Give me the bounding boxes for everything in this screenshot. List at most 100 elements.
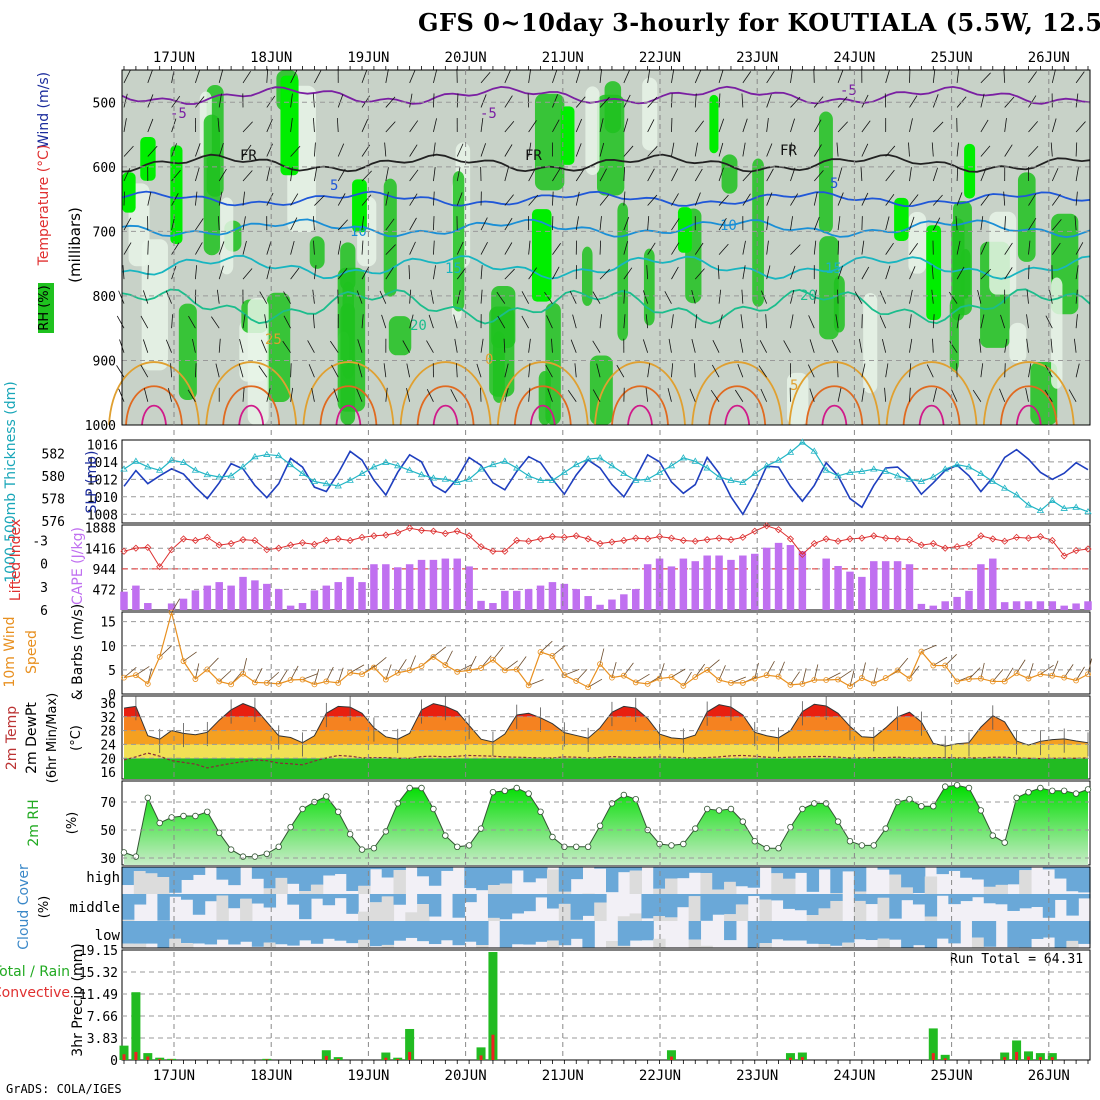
cloud-cell [428,867,442,886]
slp-tick-label: 1016 [87,438,118,453]
rh-point [739,818,747,825]
cloud-cell-grey [122,943,135,948]
li-point [203,533,211,541]
wind-barb [999,388,1006,402]
wind-barb [592,389,601,402]
wind-barb [790,265,796,280]
cloud-cell-grey [700,945,713,948]
rh-high-shade [122,172,136,213]
wind-barb [931,289,934,304]
rh-point [727,805,735,813]
wind-barb [646,265,649,280]
wind-barb [308,364,315,378]
wind-barb [504,194,514,206]
date-label-bottom: 19JUN [347,1068,389,1084]
wind-barb [433,265,436,280]
thickness-axis-label: 1000-500mb Thickness (dm) [3,381,19,582]
cloud-cell [971,867,985,880]
cloud-cell-grey [299,891,312,894]
isotherm-30 [611,385,669,426]
cape-bar [429,559,438,610]
cloud-cell [157,921,170,948]
precip-total-bar [666,1050,676,1060]
wind-barb [361,266,370,280]
cloud-cell-grey [216,895,229,921]
isotherm-label: 5 [790,378,798,394]
thickness-point [203,470,212,478]
cloud-cell [299,894,312,920]
cloud-cell [806,894,820,916]
cloud-cell [452,921,465,946]
li-point [786,535,795,543]
precip-convective-bar [1003,1057,1007,1060]
wind-barb [647,69,651,83]
rh-point [620,791,628,799]
cloud-cell-grey [653,938,666,948]
li-point [132,544,140,552]
cloud-cell [830,867,843,894]
cape-bar [1072,603,1080,610]
wind-barb [290,217,298,231]
date-label-top: 22JUN [639,50,681,66]
cloud-cell [735,894,749,905]
isotherm-35 [821,404,848,426]
li-point [917,541,925,549]
cloud-cell-grey [358,911,371,921]
precip-total-bar [488,952,498,1060]
cloud-cell [700,867,713,874]
isotherm-20 [121,288,1091,325]
date-label-top: 19JUN [347,50,389,66]
li-point [1001,537,1009,545]
wind-barb [552,191,554,206]
rh-shade [604,81,622,134]
li-point [834,537,842,545]
cloud-cell [440,867,454,871]
cloud-cell [558,894,572,904]
isotherm-label: FR [780,143,797,159]
wind-barb [950,388,958,402]
thickness-point [822,466,830,473]
wind-barb [123,191,125,206]
cloud-cell [901,894,914,901]
thickness-point [655,468,664,475]
wind-barb [909,95,918,108]
cloud-cell [216,921,229,940]
wind-barb [218,93,222,108]
rh-point [525,790,532,797]
li-point [548,533,557,541]
cloud-cell [275,921,288,945]
wind-barb [171,242,180,255]
wind-barb [1003,68,1006,83]
precip-convective-bar [265,1059,269,1060]
cloud-cell [181,867,194,880]
wind-barb [260,339,268,353]
wind-barb [266,192,274,206]
li-point [191,536,199,545]
wind-barb [171,143,177,157]
wind-barb [956,68,960,83]
wind10m-point [323,678,330,685]
wind-barb [1004,338,1008,353]
cape-bar [858,576,866,610]
wind-barb [123,145,134,157]
cloud-cell [936,921,949,939]
cloud-cell [334,921,347,941]
cape-bar [1084,601,1092,610]
wind-barb [385,121,396,133]
cloud-cell-grey [901,887,914,894]
wind10m-point [823,677,830,683]
rh-point [370,845,378,852]
wind-barb [956,266,965,280]
wind-barb [1025,387,1029,402]
rh-point [965,784,973,792]
cloud-cell [688,921,702,940]
wind-barb [170,363,173,378]
cloud-cell-grey [476,945,489,948]
precip-convective-bar [158,1058,162,1060]
cape-bar [144,603,152,610]
rh-shade [1009,322,1027,364]
wind-barb [623,145,634,157]
wind-barb [433,191,435,206]
isotherm-10 [121,218,1091,239]
wind-barb [504,242,513,255]
